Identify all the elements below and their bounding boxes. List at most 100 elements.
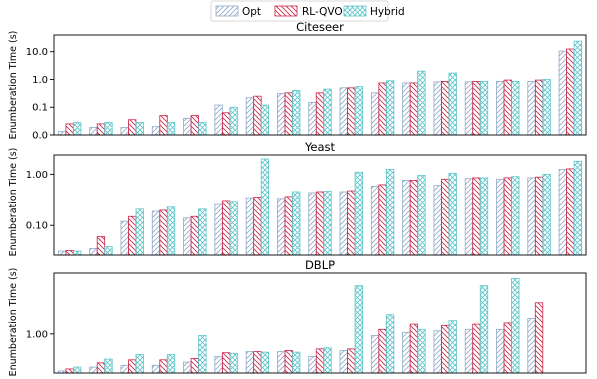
y-ticks: 0.10 1.00 — [26, 170, 54, 232]
chart-title: Yeast — [304, 140, 336, 154]
bar-hybrid-10 — [354, 285, 363, 374]
bar-opt-3 — [120, 127, 129, 136]
bar-rl-qvo-6 — [221, 200, 231, 256]
bar-rl-qvo-2 — [96, 123, 106, 136]
bar-opt-5 — [183, 117, 192, 136]
legend-label-opt: Opt — [242, 6, 261, 18]
bar-opt-9 — [308, 192, 317, 256]
bar-marks — [57, 158, 583, 256]
bar-opt-8 — [277, 93, 286, 136]
bar-hybrid-11 — [385, 314, 395, 374]
bar-opt-15 — [496, 178, 505, 256]
bar-opt-2 — [89, 366, 98, 374]
bar-hybrid-6 — [229, 201, 238, 256]
bar-hybrid-12 — [417, 175, 426, 256]
bar-hybrid-17 — [573, 40, 583, 136]
bar-opt-15 — [496, 81, 505, 136]
bar-opt-6 — [214, 203, 223, 256]
y-ticks: 1.00 — [26, 329, 54, 340]
bar-hybrid-5 — [198, 122, 207, 136]
bar-rl-qvo-14 — [472, 323, 481, 374]
bar-rl-qvo-8 — [284, 92, 293, 136]
bar-rl-qvo-12 — [409, 323, 419, 374]
bar-rl-qvo-5 — [190, 215, 199, 256]
bar-hybrid-16 — [542, 79, 551, 136]
bar-hybrid-15 — [511, 278, 520, 374]
bar-rl-qvo-3 — [128, 119, 137, 136]
bar-opt-1 — [57, 131, 67, 136]
legend-label-hybrid: Hybrid — [370, 6, 405, 18]
bar-rl-qvo-15 — [503, 322, 512, 374]
bar-opt-4 — [151, 364, 161, 374]
bar-opt-8 — [277, 198, 286, 256]
bar-opt-12 — [402, 331, 411, 374]
bar-rl-qvo-4 — [159, 359, 168, 374]
legend-entry-hybrid: Hybrid — [343, 5, 405, 18]
bar-opt-12 — [402, 82, 411, 136]
bar-rl-qvo-15 — [503, 177, 512, 256]
legend-entry-opt: Opt — [215, 5, 261, 18]
bar-rl-qvo-13 — [441, 178, 450, 256]
bar-hybrid-10 — [354, 171, 363, 256]
bar-opt-1 — [57, 250, 67, 256]
bar-opt-11 — [370, 92, 380, 136]
bar-opt-6 — [214, 355, 223, 374]
bar-rl-qvo-16 — [534, 302, 544, 374]
legend-entry-rl-qvo: RL-QVO — [274, 5, 343, 18]
plot-frame — [53, 154, 587, 256]
bar-opt-16 — [527, 177, 536, 256]
bar-rl-qvo-3 — [128, 215, 137, 256]
bar-opt-2 — [89, 248, 98, 256]
bar-hybrid-2 — [104, 122, 113, 136]
bar-rl-qvo-14 — [472, 81, 481, 136]
plot-frame — [53, 272, 587, 374]
bar-opt-14 — [464, 81, 474, 136]
y-axis-label: Enumberation Time (s) — [8, 268, 19, 377]
bar-rl-qvo-1 — [65, 250, 74, 256]
bar-hybrid-3 — [135, 122, 144, 136]
bar-hybrid-2 — [104, 246, 113, 256]
bar-hybrid-15 — [511, 176, 520, 256]
bar-opt-7 — [245, 351, 255, 374]
bar-opt-5 — [183, 217, 192, 256]
bar-opt-17 — [558, 169, 568, 256]
bar-opt-3 — [120, 364, 129, 374]
bar-rl-qvo-6 — [221, 352, 231, 374]
chart-yeast: Yeast Enumberation Time (s) 0.10 1.00 — [8, 140, 587, 257]
y-ticks: 0.0 0.1 1.0 10.0 — [26, 47, 54, 142]
bar-rl-qvo-13 — [441, 81, 450, 136]
bar-opt-3 — [120, 220, 129, 256]
bar-rl-qvo-11 — [378, 184, 387, 256]
chart-title: Citeseer — [296, 20, 344, 34]
bar-rl-qvo-7 — [253, 351, 262, 374]
bar-opt-10 — [339, 350, 348, 374]
bar-hybrid-13 — [448, 172, 457, 256]
bar-hybrid-15 — [511, 81, 520, 136]
bar-hybrid-5 — [198, 208, 207, 256]
y-tick-label: 10.0 — [26, 47, 48, 58]
bar-hybrid-1 — [73, 122, 82, 136]
bar-rl-qvo-5 — [190, 115, 199, 136]
y-tick-label: 0.0 — [32, 131, 48, 142]
bar-hybrid-16 — [542, 173, 551, 256]
bar-hybrid-13 — [448, 320, 457, 374]
bar-rl-qvo-7 — [253, 197, 262, 256]
bar-hybrid-6 — [229, 106, 238, 136]
bar-opt-16 — [527, 318, 536, 374]
plot-frame — [53, 34, 587, 136]
bar-rl-qvo-1 — [65, 123, 74, 136]
bar-hybrid-9 — [323, 191, 332, 256]
bar-rl-qvo-16 — [534, 176, 544, 256]
bar-rl-qvo-11 — [378, 82, 387, 136]
bar-rl-qvo-10 — [347, 190, 356, 256]
bar-hybrid-4 — [166, 122, 176, 136]
y-tick-label: 0.10 — [26, 221, 48, 232]
bar-hybrid-10 — [354, 86, 363, 136]
bar-hybrid-4 — [166, 206, 176, 256]
bar-opt-7 — [245, 197, 255, 256]
bar-hybrid-3 — [135, 208, 144, 256]
y-axis-label: Enumberation Time (s) — [8, 148, 19, 257]
bar-opt-16 — [527, 81, 536, 136]
y-tick-label: 1.0 — [32, 75, 48, 86]
